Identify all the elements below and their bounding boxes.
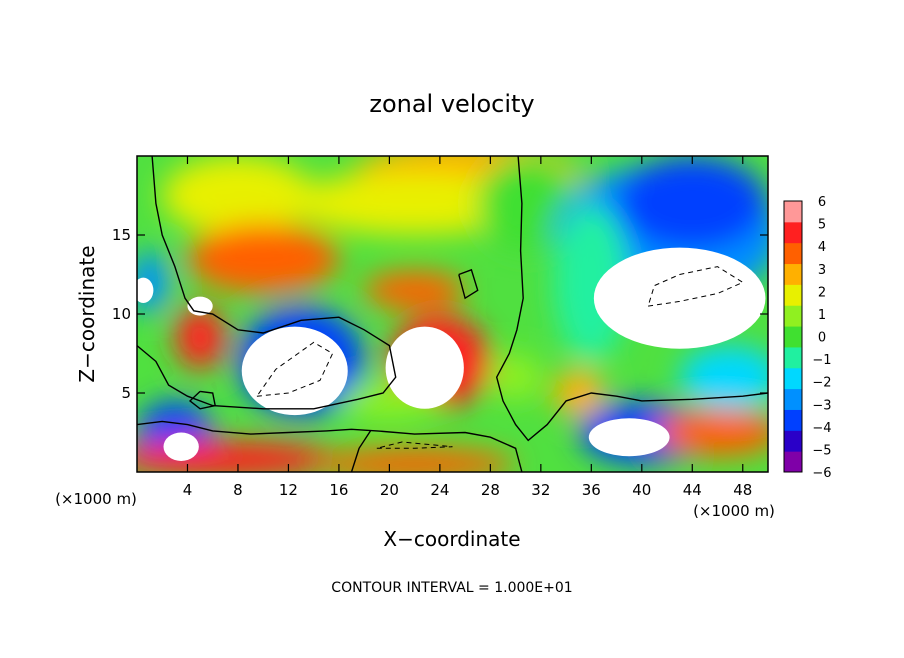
colorbar-swatch-5: [784, 346, 802, 369]
off-scale-region-6: [137, 277, 154, 303]
plot-area: [137, 156, 768, 472]
x-axis-label: X−coordinate: [383, 527, 520, 551]
field-region-6: [174, 306, 226, 370]
colorbar-swatch-8: [784, 284, 802, 306]
x-unit-right: (×1000 m): [693, 502, 775, 520]
colorbar-tick-8: −2: [812, 376, 831, 391]
field-region-17: [654, 408, 768, 457]
colorbar-swatch-11: [784, 221, 802, 244]
x-tick-label-5: 24: [430, 481, 449, 499]
y-axis: 5 10 15: [112, 226, 768, 402]
colorbar-tick-1: 5: [818, 218, 826, 233]
colorbar: 6 5 4 3 2 1 0 −1 −2 −3 −4 −5 −6: [783, 195, 832, 481]
colorbar-tick-3: 3: [818, 263, 826, 278]
colorbar-swatch-6: [784, 326, 802, 348]
x-unit-left: (×1000 m): [55, 490, 137, 508]
contour-dashed-1: [647, 266, 744, 307]
y-tick-label-1: 10: [112, 305, 131, 323]
y-axis-label: Z−coordinate: [75, 245, 99, 382]
off-scale-region-0: [593, 247, 766, 349]
colorbar-tick-2: 4: [818, 240, 826, 255]
field-region-2: [162, 156, 314, 235]
colorbar-tick-0: 6: [818, 195, 826, 210]
field-region-3: [477, 156, 579, 251]
colorbar-swatch-0: [784, 451, 802, 473]
contour-dashed-2: [376, 441, 453, 449]
off-scale-region-3: [163, 432, 199, 461]
contour-solid-4: [458, 268, 479, 300]
off-scale-region-1: [241, 326, 348, 416]
colorbar-tick-10: −4: [812, 421, 831, 436]
colorbar-tick-5: 1: [818, 308, 826, 323]
colorbar-tick-12: −6: [812, 466, 831, 481]
contour-solid-2: [137, 420, 523, 472]
colorbar-swatch-10: [784, 242, 802, 265]
x-tick-label-7: 32: [531, 481, 550, 499]
field-region-1: [288, 171, 541, 235]
contour-solid-0: [495, 156, 768, 442]
contour-solid-3: [350, 430, 372, 472]
x-tick-label-2: 12: [279, 481, 298, 499]
colorbar-swatch-3: [784, 388, 802, 410]
y-tick-label-2: 15: [112, 226, 131, 244]
colorbar-swatch-9: [784, 263, 802, 285]
field-region-10: [679, 345, 768, 409]
x-tick-label-0: 4: [183, 481, 193, 499]
colorbar-swatch-7: [784, 305, 802, 327]
y-tick-label-0: 5: [121, 384, 131, 402]
off-scale-region-4: [588, 418, 670, 457]
colorbar-swatch-4: [784, 367, 802, 390]
contour-solid-1: [137, 156, 397, 410]
contour-interval-note: CONTOUR INTERVAL = 1.000E+01: [331, 580, 572, 596]
x-tick-label-9: 40: [632, 481, 651, 499]
field-region-19: [553, 369, 604, 417]
colorbar-tick-9: −3: [812, 398, 831, 413]
field-region-20: [490, 353, 541, 401]
field-region-4: [187, 223, 339, 294]
x-tick-label-8: 36: [582, 481, 601, 499]
colorbar-tick-4: 2: [818, 285, 826, 300]
x-tick-label-3: 16: [329, 481, 348, 499]
x-tick-label-4: 20: [380, 481, 399, 499]
field-region-8: [616, 156, 768, 251]
contour-dashed-0: [256, 341, 334, 397]
colorbar-swatch-1: [784, 430, 802, 452]
colorbar-swatch-12: [784, 201, 802, 223]
x-tick-label-11: 48: [733, 481, 752, 499]
colorbar-tick-7: −1: [812, 353, 831, 368]
contour-solid-5: [188, 390, 217, 410]
chart-title: zonal velocity: [369, 90, 534, 118]
x-tick-label-6: 28: [481, 481, 500, 499]
x-axis: 4 8 12 16 20 24 28 32 36 40 44 48: [183, 156, 752, 499]
field-region-5: [364, 271, 466, 310]
colorbar-tick-11: −5: [812, 443, 831, 458]
colorbar-frame: [783, 200, 803, 473]
x-tick-label-10: 44: [683, 481, 702, 499]
field-region-16: [313, 448, 516, 472]
colorbar-swatch-2: [784, 409, 802, 431]
x-tick-label-1: 8: [233, 481, 243, 499]
colorbar-tick-6: 0: [818, 331, 826, 346]
off-scale-region-2: [385, 326, 464, 409]
